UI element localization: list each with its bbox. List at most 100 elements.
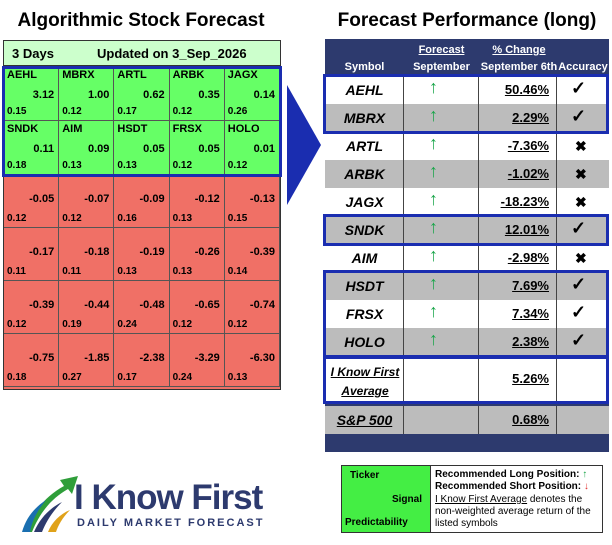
column-divider [556,406,557,434]
forecast-predictability: 0.16 [117,213,137,224]
forecast-symbol: ARBK [172,69,205,81]
check-icon: ✓ [571,274,587,294]
forecast-signal: 0.05 [143,143,165,155]
benchmark-label: S&P 500 [336,412,393,428]
column-divider [556,188,557,216]
legend-avg-title: I Know First Average [435,494,528,505]
forecast-symbol: JAGX [227,69,258,81]
header-forecast: Forecast [418,44,465,56]
forecast-cell: -0.26 0.13 [169,228,225,281]
highlight-box [323,270,609,358]
forecast-cell: ARTL 0.62 0.17 [114,67,170,121]
average-highlight-box [323,356,609,404]
check-icon: ✓ [571,106,587,126]
forecast-title: Algorithmic Stock Forecast [17,10,265,31]
forecast-cell: -0.75 0.18 [4,334,60,387]
forecast-cell: AIM 0.09 0.13 [59,121,115,175]
forecast-signal: -0.19 [139,246,165,258]
column-divider [403,358,404,402]
forecast-signal: -0.74 [249,299,275,311]
column-divider [556,328,557,356]
performance-title: Forecast Performance (long) [337,10,597,31]
benchmark-row: S&P 500 0.68% [325,406,609,434]
forecast-predictability: 0.26 [227,106,248,117]
average-change: 5.26% [512,371,549,386]
legend-short: Recommended Short Position: [435,481,582,492]
forecast-cell: -0.13 0.15 [224,175,280,228]
forecast-header: 3 Days Updated on 3_Sep_2026 [4,41,280,66]
forecast-cell: -0.44 0.19 [59,281,115,334]
average-label: I Know First Average [329,363,401,401]
up-arrow-icon: ↑ [429,301,438,321]
forecast-cell: AEHL 3.12 0.15 [4,67,60,121]
cross-icon: ✖ [575,166,587,182]
column-divider [556,160,557,188]
column-divider [403,272,404,300]
forecast-predictability: 0.11 [7,266,26,277]
forecast-predictability: 0.17 [117,106,137,117]
forecast-predictability: 0.24 [172,372,193,383]
performance-row: ARTL ↑ -7.36% ✖ [325,132,609,160]
forecast-cell: -3.29 0.24 [169,334,225,387]
forecast-signal: 0.05 [198,143,220,155]
row-change: -2.98% [507,250,549,265]
forecast-predictability: 0.13 [172,266,193,277]
forecast-signal: -0.39 [29,299,55,311]
legend-long: Recommended Long Position: [435,469,580,480]
header-accuracy: Accuracy [558,61,608,73]
iknowfirst-logo [22,476,78,532]
performance-row: FRSX ↑ 7.34% ✓ [325,300,609,328]
header-change-date: September 6th [480,61,558,73]
row-change: 50.46% [504,82,549,97]
forecast-predictability: 0.12 [227,160,248,171]
row-symbol: ARTL [345,138,384,154]
check-icon: ✓ [571,302,587,322]
forecast-signal: -0.13 [249,193,275,205]
forecast-cell: -0.39 0.14 [224,228,280,281]
up-arrow-icon: ↑ [429,77,438,97]
forecast-symbol: HOLO [227,123,260,135]
row-symbol: HSDT [345,278,384,294]
performance-row: MBRX ↑ 2.29% ✓ [325,104,609,132]
up-arrow-icon: ↑ [582,469,588,480]
performance-row: AEHL ↑ 50.46% ✓ [325,76,609,104]
forecast-cell: -0.12 0.13 [169,175,225,228]
up-arrow-icon: ↑ [429,273,438,293]
forecast-grid: 3 Days Updated on 3_Sep_2026 AEHL 3.12 0.1… [2,40,282,390]
column-divider [556,358,557,402]
header-change: % Change [492,44,546,56]
forecast-predictability: 0.13 [62,160,82,171]
up-arrow-icon: ↑ [429,329,438,349]
row-symbol: HOLO [344,334,385,350]
forecast-cell: -0.39 0.12 [4,281,60,334]
up-arrow-icon: ↑ [429,217,438,237]
forecast-signal: -0.05 [29,193,55,205]
forecast-predictability: 0.19 [62,319,82,330]
highlight-box [323,74,609,134]
up-arrow-icon: ↑ [429,161,438,181]
row-change: 2.29% [512,110,549,125]
row-symbol: FRSX [345,306,384,322]
row-symbol: ARBK [344,166,385,182]
forecast-signal: -0.17 [29,246,55,258]
legend-ticker: Ticker [350,470,380,481]
forecast-predictability: 0.24 [117,319,137,330]
column-divider [403,104,404,132]
forecast-predictability: 0.12 [227,319,248,330]
average-row: I Know First Average 5.26% [325,358,609,402]
forecast-signal: -1.85 [84,352,110,364]
forecast-predictability: 0.11 [62,266,82,277]
cross-icon: ✖ [575,250,587,266]
forecast-signal: 3.12 [32,89,55,101]
column-divider [403,328,404,356]
forecast-predictability: 0.13 [172,213,193,224]
forecast-signal: 0.09 [87,143,110,155]
column-divider [478,358,479,402]
performance-row: HSDT ↑ 7.69% ✓ [325,272,609,300]
forecast-predictability: 0.12 [7,213,27,224]
forecast-symbol: FRSX [172,123,202,135]
forecast-predictability: 0.12 [62,213,82,224]
logo-subtitle: DAILY MARKET FORECAST [77,517,265,529]
forecast-updated: Updated on 3_Sep_2026 [97,46,247,61]
column-divider [478,272,479,300]
